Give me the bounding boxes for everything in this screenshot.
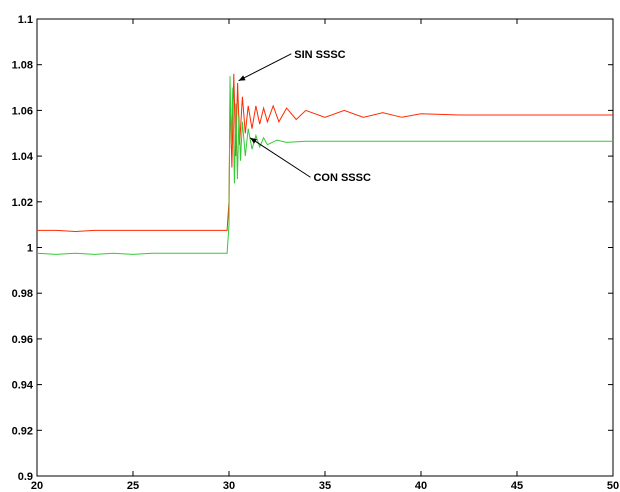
x-tick-label: 30 xyxy=(223,480,235,492)
annotation-arrow xyxy=(249,137,311,178)
y-tick-label: 1.1 xyxy=(18,14,33,26)
annotation-arrowhead xyxy=(238,75,246,81)
series-line-1 xyxy=(36,76,613,255)
y-tick-label: 1.06 xyxy=(12,105,33,117)
series-layer xyxy=(36,73,613,255)
y-tick-label: 0.94 xyxy=(12,380,34,392)
x-tick-label: 45 xyxy=(511,480,523,492)
x-axis: 20 25 30 35 40 45 50 xyxy=(31,19,619,492)
x-tick-label: 25 xyxy=(127,480,139,492)
y-tick-label: 0.96 xyxy=(12,334,33,346)
annotations: SIN SSSC CON SSSC xyxy=(238,49,371,184)
x-tick-label: 50 xyxy=(607,480,619,492)
annotation-label: SIN SSSC xyxy=(294,49,345,61)
plot-area xyxy=(36,18,614,477)
y-tick-label: 1 xyxy=(27,243,33,255)
x-tick-label: 40 xyxy=(415,480,427,492)
series-line-0 xyxy=(37,73,613,233)
y-tick-label: 0.98 xyxy=(12,288,33,300)
y-axis: 0.9 0.92 0.94 0.96 0.98 1 1.02 1.04 1.06 1.08 1.1 xyxy=(12,14,613,483)
y-tick-label: 0.9 xyxy=(18,471,33,483)
annotation-arrowhead xyxy=(250,137,258,144)
x-tick-label: 20 xyxy=(31,480,43,492)
x-tick-label: 35 xyxy=(319,480,331,492)
y-tick-label: 1.04 xyxy=(12,151,34,163)
y-tick-label: 0.92 xyxy=(12,425,33,437)
annotation-label: CON SSSC xyxy=(313,172,371,184)
y-tick-label: 1.02 xyxy=(12,197,33,209)
y-tick-label: 1.08 xyxy=(12,60,33,72)
annotation-arrow xyxy=(238,53,292,82)
